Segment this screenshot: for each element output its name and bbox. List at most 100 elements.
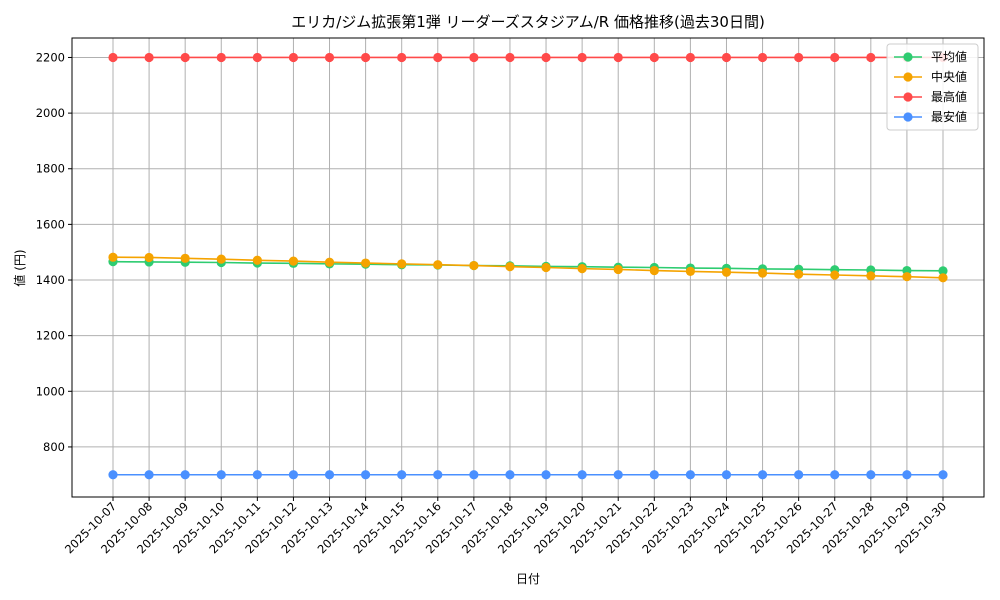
data-point xyxy=(324,52,335,63)
series-1 xyxy=(108,252,948,283)
series-layer xyxy=(108,52,948,480)
legend-label: 最高値 xyxy=(931,89,967,104)
legend-label: 平均値 xyxy=(931,49,967,64)
data-point xyxy=(108,52,118,63)
data-point xyxy=(361,470,371,480)
data-point xyxy=(361,258,371,268)
data-point xyxy=(938,470,948,480)
x-axis-label: 日付 xyxy=(516,572,540,586)
data-point xyxy=(721,267,732,277)
y-tick-label: 2200 xyxy=(36,50,65,64)
data-point xyxy=(288,256,299,266)
y-axis-ticks: 800 1000 1200 1400 1600 1800 2000 2200 xyxy=(36,50,72,454)
series-line xyxy=(112,256,944,279)
y-tick-label: 2000 xyxy=(36,106,65,120)
y-axis-label: 値 (円) xyxy=(12,249,27,286)
data-point xyxy=(252,52,262,63)
data-point xyxy=(757,470,768,480)
data-point xyxy=(541,52,551,63)
data-point xyxy=(577,52,587,63)
data-point xyxy=(613,264,623,275)
data-point xyxy=(649,265,659,276)
legend-swatch-marker xyxy=(903,112,913,122)
y-tick-label: 1200 xyxy=(36,329,65,343)
data-point xyxy=(541,470,551,480)
data-point xyxy=(469,470,479,480)
y-tick-label: 800 xyxy=(43,440,65,454)
data-point xyxy=(108,252,118,262)
data-point xyxy=(938,266,948,276)
data-point xyxy=(180,253,190,263)
data-point xyxy=(794,470,804,480)
data-point xyxy=(577,470,587,480)
data-point xyxy=(288,470,299,480)
data-point xyxy=(830,270,840,280)
data-point xyxy=(938,273,948,283)
data-point xyxy=(649,470,659,480)
data-point xyxy=(433,52,443,63)
data-point xyxy=(649,52,659,63)
data-point xyxy=(505,262,515,272)
data-point xyxy=(830,52,840,63)
legend-swatch-marker xyxy=(903,92,913,102)
data-point xyxy=(757,52,768,63)
plot-frame xyxy=(71,37,985,498)
data-point xyxy=(108,470,118,480)
data-point xyxy=(144,470,154,480)
data-point xyxy=(469,260,479,271)
data-point xyxy=(180,52,190,63)
legend-box xyxy=(886,43,979,131)
data-point xyxy=(577,264,587,274)
data-point xyxy=(216,52,226,63)
data-point xyxy=(685,266,695,276)
data-point xyxy=(721,470,732,480)
chart-title: エリカ/ジム拡張第1弾 リーダーズスタジアム/R 価格推移(過去30日間) xyxy=(291,13,765,31)
data-point xyxy=(794,52,804,63)
data-point xyxy=(361,52,371,63)
data-point xyxy=(397,52,407,63)
data-point xyxy=(469,52,479,63)
data-point xyxy=(794,269,804,279)
data-point xyxy=(216,254,226,264)
data-point xyxy=(324,257,335,267)
data-point xyxy=(505,470,515,480)
data-point xyxy=(721,52,732,63)
data-point xyxy=(685,52,695,63)
data-point xyxy=(505,52,515,63)
data-point xyxy=(902,272,912,282)
data-point xyxy=(433,260,443,270)
legend-label: 最安値 xyxy=(931,109,967,124)
data-point xyxy=(830,470,840,480)
legend-label: 中央値 xyxy=(931,69,967,84)
data-point xyxy=(433,470,443,480)
x-axis-ticks: 2025-10-072025-10-082025-10-092025-10-10… xyxy=(62,497,949,556)
y-tick-label: 1600 xyxy=(36,217,65,231)
legend-swatch-marker xyxy=(903,52,913,62)
data-point xyxy=(397,470,407,480)
data-point xyxy=(902,470,912,480)
data-point xyxy=(144,252,154,263)
data-point xyxy=(288,52,299,63)
data-point xyxy=(397,259,407,269)
y-tick-label: 1000 xyxy=(36,384,65,398)
series-2 xyxy=(108,52,948,63)
data-point xyxy=(613,52,623,63)
data-point xyxy=(866,52,876,63)
data-point xyxy=(613,470,623,480)
data-point xyxy=(866,470,876,480)
data-point xyxy=(866,271,876,281)
legend-swatch-marker xyxy=(903,72,913,82)
y-tick-label: 1800 xyxy=(36,162,65,176)
data-point xyxy=(541,262,551,273)
series-line xyxy=(112,260,944,272)
data-point xyxy=(216,470,226,480)
data-point xyxy=(180,470,190,480)
series-3 xyxy=(108,470,948,480)
data-point xyxy=(757,268,768,278)
y-tick-label: 1400 xyxy=(36,273,65,287)
data-point xyxy=(252,255,262,265)
data-point xyxy=(324,470,335,480)
data-point xyxy=(144,52,154,63)
